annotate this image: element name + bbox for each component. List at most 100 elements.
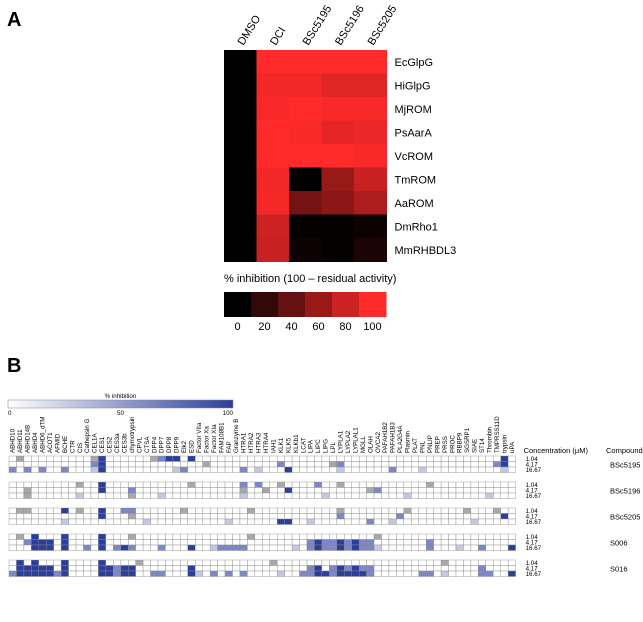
inhibition-cell — [165, 565, 174, 572]
inhibition-cell — [232, 565, 241, 572]
inhibition-cell — [187, 518, 196, 525]
inhibition-cell — [8, 507, 17, 514]
inhibition-cell — [23, 565, 32, 572]
heatmap-cell — [224, 191, 257, 215]
inhibition-cell — [60, 518, 69, 525]
inhibition-cell — [381, 559, 390, 566]
inhibition-cell — [247, 513, 256, 520]
inhibition-cell — [321, 487, 330, 494]
inhibition-cell — [493, 565, 501, 572]
enzyme-label: trypsin — [501, 434, 508, 453]
inhibition-cell — [396, 565, 405, 572]
inhibition-cell — [113, 507, 121, 514]
inhibition-cell — [507, 461, 516, 468]
heatmap-cell — [289, 120, 322, 145]
inhibition-cell — [507, 559, 516, 566]
inhibition-cell — [478, 539, 487, 546]
inhibition-cell — [455, 507, 464, 514]
inhibition-cell — [105, 513, 114, 520]
inhibition-cell — [373, 565, 382, 572]
inhibition-cell — [90, 544, 99, 551]
inhibition-cell — [90, 466, 99, 473]
inhibition-cell — [500, 539, 509, 546]
inhibition-cell — [217, 518, 226, 525]
inhibition-cell — [53, 565, 62, 572]
inhibition-cell — [127, 481, 136, 488]
heatmap-cell — [224, 120, 257, 145]
inhibition-cell — [493, 513, 501, 520]
inhibition-cell — [165, 461, 174, 468]
inhibition-cell — [202, 481, 211, 488]
inhibition-cell — [23, 461, 32, 468]
inhibition-cell — [418, 565, 427, 572]
inhibition-cell — [8, 559, 17, 566]
inhibition-cell — [485, 570, 494, 577]
inhibition-cell — [165, 481, 174, 488]
inhibition-cell — [187, 565, 196, 572]
inhibition-cell — [463, 466, 472, 473]
enzyme-label: PAFAH1B2 — [382, 422, 389, 453]
inhibition-cell — [31, 565, 40, 572]
inhibition-cell — [388, 507, 397, 514]
inhibition-cell — [209, 518, 218, 525]
inhibition-cell — [187, 466, 196, 473]
inhibition-cell — [433, 481, 442, 488]
inhibition-cell — [224, 570, 233, 577]
inhibition-cell — [105, 539, 114, 546]
inhibition-cell — [351, 518, 360, 525]
enzyme-label: LYPLAL1 — [352, 427, 359, 453]
inhibition-cell — [403, 565, 412, 572]
enzyme-label: CtS — [77, 443, 84, 453]
inhibition-cell — [172, 533, 181, 540]
inhibition-cell — [75, 461, 84, 468]
enzyme-label: PAFAH1B3 — [390, 422, 397, 453]
inhibition-cell — [53, 570, 62, 577]
enzyme-label: PLA2G4A — [397, 425, 404, 453]
inhibition-cell — [209, 507, 218, 514]
inhibition-cell — [23, 513, 32, 520]
col-label: BSc5205 — [366, 3, 400, 47]
heatmap-cell — [321, 191, 355, 215]
inhibition-cell — [336, 487, 345, 494]
inhibition-cell — [254, 461, 263, 468]
inhibition-cell — [440, 518, 449, 525]
inhibition-cell — [358, 492, 367, 499]
inhibition-cell — [68, 539, 77, 546]
inhibition-cell — [500, 513, 509, 520]
inhibition-cell — [329, 539, 338, 546]
inhibition-cell — [31, 513, 40, 520]
inhibition-cell — [172, 507, 181, 514]
inhibition-cell — [113, 466, 121, 473]
inhibition-cell — [172, 481, 181, 488]
inhibition-cell — [403, 544, 412, 551]
inhibition-cell — [336, 544, 345, 551]
inhibition-cell — [53, 539, 62, 546]
inhibition-cell — [38, 466, 47, 473]
inhibition-cell — [53, 533, 62, 540]
inhibition-cell — [433, 565, 442, 572]
inhibition-cell — [306, 481, 315, 488]
enzyme-label: CTR — [69, 440, 76, 453]
inhibition-cell — [336, 461, 345, 468]
concentration-label: 4.17 — [526, 540, 539, 547]
colorbar-swatch — [359, 292, 387, 317]
inhibition-cell — [358, 455, 367, 462]
inhibition-cell — [247, 455, 256, 462]
heatmap-cell — [289, 167, 322, 192]
inhibition-cell — [314, 518, 323, 525]
inhibition-cell — [38, 455, 47, 462]
inhibition-cell — [254, 559, 263, 566]
inhibition-cell — [75, 539, 84, 546]
inhibition-cell — [16, 487, 25, 494]
inhibition-cell — [299, 487, 308, 494]
inhibition-cell — [344, 492, 352, 499]
inhibition-cell — [463, 507, 472, 514]
inhibition-cell — [411, 539, 419, 546]
inhibition-cell — [277, 533, 285, 540]
inhibition-cell — [46, 518, 54, 525]
inhibition-cell — [314, 533, 323, 540]
inhibition-cell — [291, 487, 300, 494]
inhibition-cell — [68, 487, 77, 494]
inhibition-cell — [38, 570, 47, 577]
inhibition-cell — [120, 461, 129, 468]
